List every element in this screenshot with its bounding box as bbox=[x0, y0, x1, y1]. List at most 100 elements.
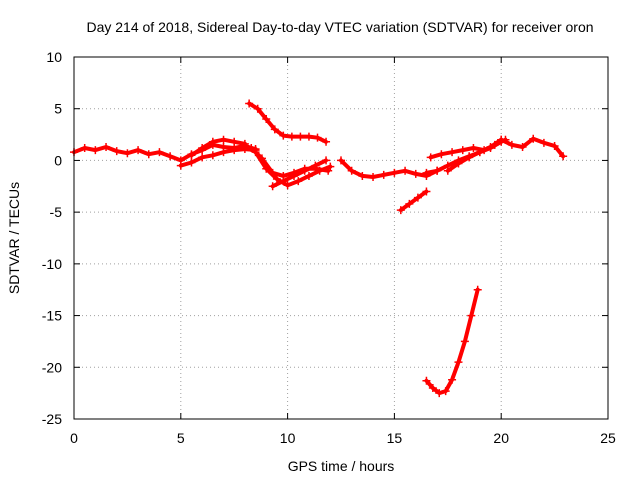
data-point-marker bbox=[437, 150, 446, 159]
data-point-marker bbox=[112, 147, 121, 156]
data-point-marker bbox=[294, 177, 303, 186]
series-line bbox=[247, 101, 328, 144]
data-point-marker bbox=[518, 142, 527, 151]
data-point-marker bbox=[473, 285, 482, 294]
series-line bbox=[398, 189, 429, 213]
x-tick-label: 25 bbox=[600, 430, 616, 446]
data-point-marker bbox=[272, 175, 281, 184]
y-tick-label: -10 bbox=[42, 256, 62, 272]
data-point-marker bbox=[465, 153, 474, 162]
data-point-marker bbox=[253, 104, 262, 113]
data-point-marker bbox=[198, 144, 207, 153]
x-tick-label: 0 bbox=[70, 430, 78, 446]
chart-grid bbox=[74, 57, 608, 419]
x-tick-label: 5 bbox=[177, 430, 185, 446]
data-point-marker bbox=[529, 134, 538, 143]
y-tick-label: 0 bbox=[54, 152, 62, 168]
data-point-marker bbox=[198, 153, 207, 162]
data-point-marker bbox=[411, 169, 420, 178]
data-point-marker bbox=[396, 206, 405, 215]
y-tick-label: -20 bbox=[42, 359, 62, 375]
data-point-marker bbox=[155, 148, 164, 157]
data-point-marker bbox=[433, 166, 442, 175]
data-point-marker bbox=[550, 141, 559, 150]
y-tick-label: 10 bbox=[46, 49, 62, 65]
x-axis-label: GPS time / hours bbox=[288, 458, 395, 474]
data-point-marker bbox=[322, 137, 331, 146]
data-point-marker bbox=[324, 166, 333, 175]
y-tick-label: -15 bbox=[42, 308, 62, 324]
data-point-marker bbox=[441, 387, 450, 396]
data-point-marker bbox=[283, 181, 292, 190]
data-point-marker bbox=[208, 137, 217, 146]
data-point-marker bbox=[311, 161, 320, 170]
data-point-marker bbox=[559, 152, 568, 161]
data-point-marker bbox=[454, 358, 463, 367]
data-series bbox=[70, 99, 568, 398]
data-point-marker bbox=[176, 161, 185, 170]
data-point-marker bbox=[270, 125, 279, 134]
plot-frame bbox=[73, 56, 609, 420]
data-point-marker bbox=[219, 135, 228, 144]
data-point-marker bbox=[240, 141, 249, 150]
data-point-marker bbox=[219, 148, 228, 157]
data-point-marker bbox=[166, 152, 175, 161]
data-point-marker bbox=[358, 171, 367, 180]
series-line bbox=[270, 158, 328, 189]
data-point-marker bbox=[208, 151, 217, 160]
data-point-marker bbox=[304, 171, 313, 180]
series-arc-dip-3 bbox=[268, 156, 331, 191]
data-point-marker bbox=[405, 199, 414, 208]
series-arc-deep-dip bbox=[422, 285, 482, 398]
data-point-marker bbox=[230, 137, 239, 146]
data-point-marker bbox=[304, 132, 313, 141]
data-point-marker bbox=[187, 158, 196, 167]
series-line bbox=[499, 136, 566, 159]
y-tick-label: -5 bbox=[50, 204, 63, 220]
data-point-marker bbox=[458, 146, 467, 155]
data-point-marker bbox=[268, 182, 277, 191]
data-point-marker bbox=[230, 146, 239, 155]
data-point-marker bbox=[187, 151, 196, 160]
data-point-marker bbox=[448, 148, 457, 157]
data-point-marker bbox=[279, 131, 288, 140]
data-point-marker bbox=[379, 170, 388, 179]
data-point-marker bbox=[287, 132, 296, 141]
data-point-marker bbox=[296, 132, 305, 141]
data-point-marker bbox=[469, 144, 478, 153]
data-point-marker bbox=[262, 115, 271, 124]
data-point-marker bbox=[313, 133, 322, 142]
data-point-marker bbox=[426, 153, 435, 162]
data-point-marker bbox=[134, 146, 143, 155]
data-point-marker bbox=[422, 187, 431, 196]
data-point-marker bbox=[279, 177, 288, 186]
data-point-marker bbox=[460, 337, 469, 346]
data-point-marker bbox=[257, 154, 266, 163]
data-point-marker bbox=[448, 375, 457, 384]
data-point-marker bbox=[337, 156, 345, 165]
data-point-marker bbox=[144, 150, 153, 159]
data-point-marker bbox=[422, 168, 431, 177]
data-point-marker bbox=[480, 146, 489, 155]
series-arc-morning-low bbox=[176, 145, 260, 170]
chart-title: Day 214 of 2018, Sidereal Day-to-day VTE… bbox=[86, 19, 593, 35]
series-line bbox=[339, 158, 440, 179]
data-point-marker bbox=[102, 142, 111, 151]
data-point-marker bbox=[507, 140, 516, 149]
data-point-marker bbox=[247, 144, 256, 153]
data-point-marker bbox=[290, 171, 299, 180]
data-point-marker bbox=[91, 146, 100, 155]
series-arc-afternoon bbox=[337, 156, 442, 181]
data-point-marker bbox=[347, 166, 356, 175]
data-point-marker bbox=[490, 140, 499, 149]
data-point-marker bbox=[443, 166, 452, 175]
series-arc-high-descent bbox=[245, 99, 331, 146]
y-axis-label: SDTVAR / TECUs bbox=[6, 182, 22, 294]
axis-tick-labels: 0 5 10 15 20 25 -25 -20 -15 -10 -5 0 5 10 bbox=[42, 49, 616, 446]
data-point-marker bbox=[80, 144, 89, 153]
data-point-marker bbox=[123, 149, 132, 158]
series-arc-rise-2 bbox=[443, 135, 506, 175]
data-point-marker bbox=[401, 166, 410, 175]
data-point-marker bbox=[390, 168, 399, 177]
